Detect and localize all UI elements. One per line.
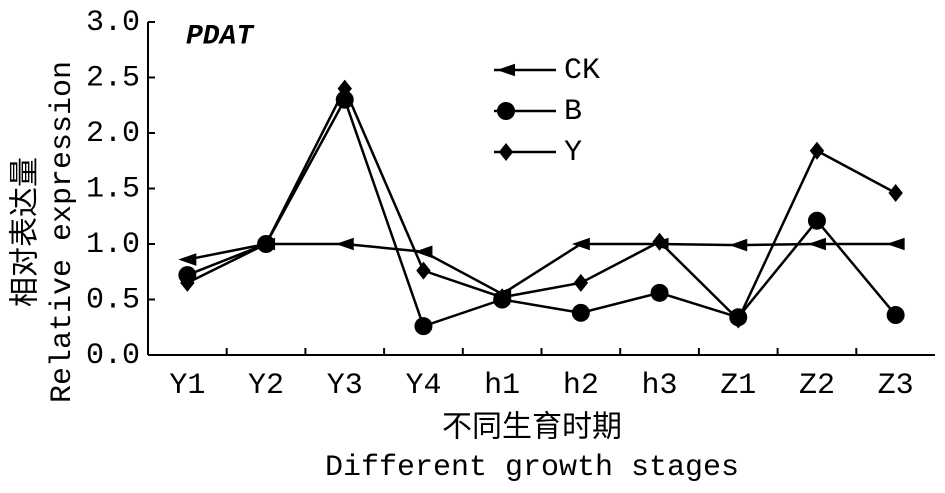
marker [888, 183, 903, 202]
series-line [187, 242, 896, 296]
marker [886, 237, 905, 251]
chart-title: PDAT [186, 21, 255, 52]
y-tick-label: 1.0 [86, 228, 140, 262]
marker [652, 232, 667, 251]
marker [807, 237, 826, 251]
legend-label: CK [564, 54, 600, 88]
marker [497, 102, 515, 120]
marker [180, 273, 195, 292]
legend-label: B [564, 95, 582, 129]
y-tick-label: 2.5 [86, 61, 140, 95]
marker [571, 237, 590, 251]
marker [335, 237, 354, 251]
x-tick-label: h1 [484, 369, 520, 403]
marker [178, 253, 197, 266]
y-tick-label: 3.0 [86, 6, 140, 40]
marker [497, 63, 515, 77]
x-tick-label: Z2 [799, 369, 835, 403]
x-tick-label: Y3 [327, 369, 363, 403]
y-axis-label-group: Relative expression [46, 61, 80, 403]
marker [573, 273, 589, 292]
x-axis-label: 不同生育时期 [442, 410, 622, 445]
marker [258, 235, 274, 253]
marker [650, 283, 669, 302]
marker [337, 79, 352, 98]
x-tick-label: Z1 [720, 369, 756, 403]
x-axis-label: Different growth stages [325, 451, 739, 485]
x-tick-label: Y1 [169, 369, 205, 403]
y-tick-label: 0.0 [86, 339, 140, 373]
legend-label: Y [564, 136, 582, 170]
marker [729, 238, 748, 252]
y-tick-label: 0.5 [86, 283, 140, 317]
marker [886, 306, 905, 325]
y-axis-label: Relative expression [46, 61, 80, 403]
x-tick-label: Y4 [405, 369, 441, 403]
marker [809, 141, 825, 160]
marker [416, 261, 431, 280]
x-tick-label: h3 [642, 369, 678, 403]
y-tick-label: 1.5 [86, 172, 140, 206]
x-tick-label: h2 [563, 369, 599, 403]
x-tick-label: Z3 [878, 369, 914, 403]
series-line [186, 96, 897, 328]
y-axis-label-group: 相对表达量 [8, 157, 43, 307]
marker [494, 288, 510, 307]
marker [731, 310, 746, 329]
y-tick-label: 2.0 [86, 117, 140, 151]
marker [807, 211, 826, 230]
marker [498, 143, 514, 161]
marker [414, 317, 433, 336]
series-line [186, 85, 897, 322]
marker [414, 245, 433, 259]
y-axis-label: 相对表达量 [8, 157, 43, 307]
marker [571, 303, 590, 322]
x-tick-label: Y2 [248, 369, 284, 403]
